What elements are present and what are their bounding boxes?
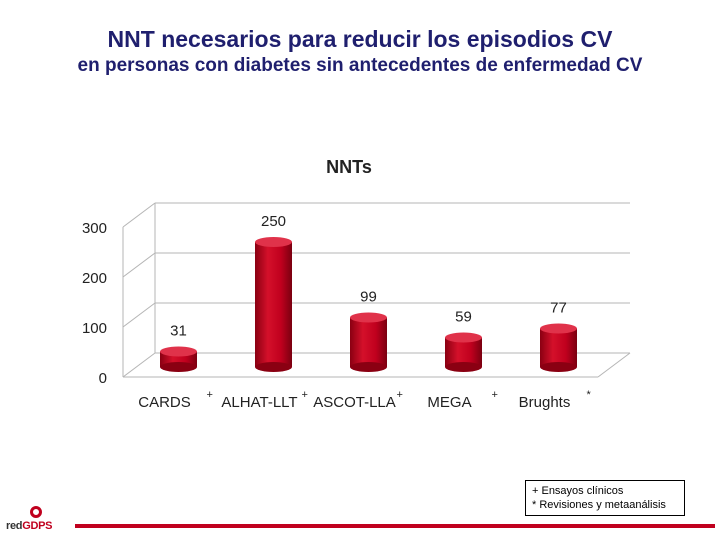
gridline-side bbox=[122, 202, 156, 228]
x-tick-label: ASCOT-LLA bbox=[313, 394, 396, 411]
data-label: 99 bbox=[360, 289, 377, 306]
data-label: 31 bbox=[170, 323, 187, 340]
bar-alhat-llt bbox=[255, 242, 292, 367]
legend-box: + Ensayos clínicos * Revisiones y metaan… bbox=[525, 480, 685, 516]
y-tick-label: 100 bbox=[82, 320, 107, 337]
x-tick-label: Brughts bbox=[519, 394, 571, 411]
logo-ring-icon bbox=[30, 506, 42, 518]
bar-top bbox=[540, 323, 577, 334]
gridline-side bbox=[122, 252, 156, 278]
page-subtitle: en personas con diabetes sin antecedente… bbox=[77, 55, 643, 76]
bar-base bbox=[540, 362, 577, 372]
x-tick-label: CARDS bbox=[138, 394, 191, 411]
bar-top bbox=[350, 312, 387, 323]
category-mark: + bbox=[302, 389, 308, 401]
bar-base bbox=[350, 362, 387, 372]
data-label: 77 bbox=[550, 300, 567, 317]
gridline-side bbox=[122, 302, 156, 328]
y-tick-label: 200 bbox=[82, 270, 107, 287]
y-tick-label: 300 bbox=[82, 220, 107, 237]
bar-base bbox=[160, 362, 197, 372]
x-tick-label: MEGA bbox=[427, 394, 471, 411]
category-mark: * bbox=[587, 389, 592, 401]
floor-right-edge bbox=[597, 352, 631, 378]
legend-line-clinical-trials: + Ensayos clínicos bbox=[532, 485, 624, 497]
logo-text: redGDPS bbox=[6, 520, 53, 532]
redgdps-logo: redGDPS bbox=[6, 506, 76, 538]
chart-title: NNTs bbox=[326, 157, 372, 177]
bar-base bbox=[255, 362, 292, 372]
x-tick-label: ALHAT-LLT bbox=[221, 394, 297, 411]
gridline-side bbox=[122, 352, 156, 378]
bar-brughts bbox=[540, 328, 577, 367]
page-title: NNT necesarios para reducir los episodio… bbox=[107, 26, 613, 52]
category-mark: + bbox=[397, 389, 403, 401]
data-label: 59 bbox=[455, 309, 472, 326]
logo-text-accent: GDPS bbox=[22, 520, 53, 532]
bar-top bbox=[255, 237, 292, 247]
category-mark: + bbox=[207, 389, 213, 401]
bar-top bbox=[160, 346, 197, 357]
bar-top bbox=[445, 332, 482, 343]
footer-divider bbox=[75, 524, 715, 528]
y-tick-label: 0 bbox=[99, 370, 107, 387]
bar-base bbox=[445, 362, 482, 372]
logo-text-prefix: red bbox=[6, 520, 23, 532]
category-mark: + bbox=[492, 389, 498, 401]
bar-ascot-lla bbox=[350, 317, 387, 367]
legend-line-reviews: * Revisiones y metaanálisis bbox=[532, 499, 666, 511]
data-label: 250 bbox=[261, 213, 286, 230]
